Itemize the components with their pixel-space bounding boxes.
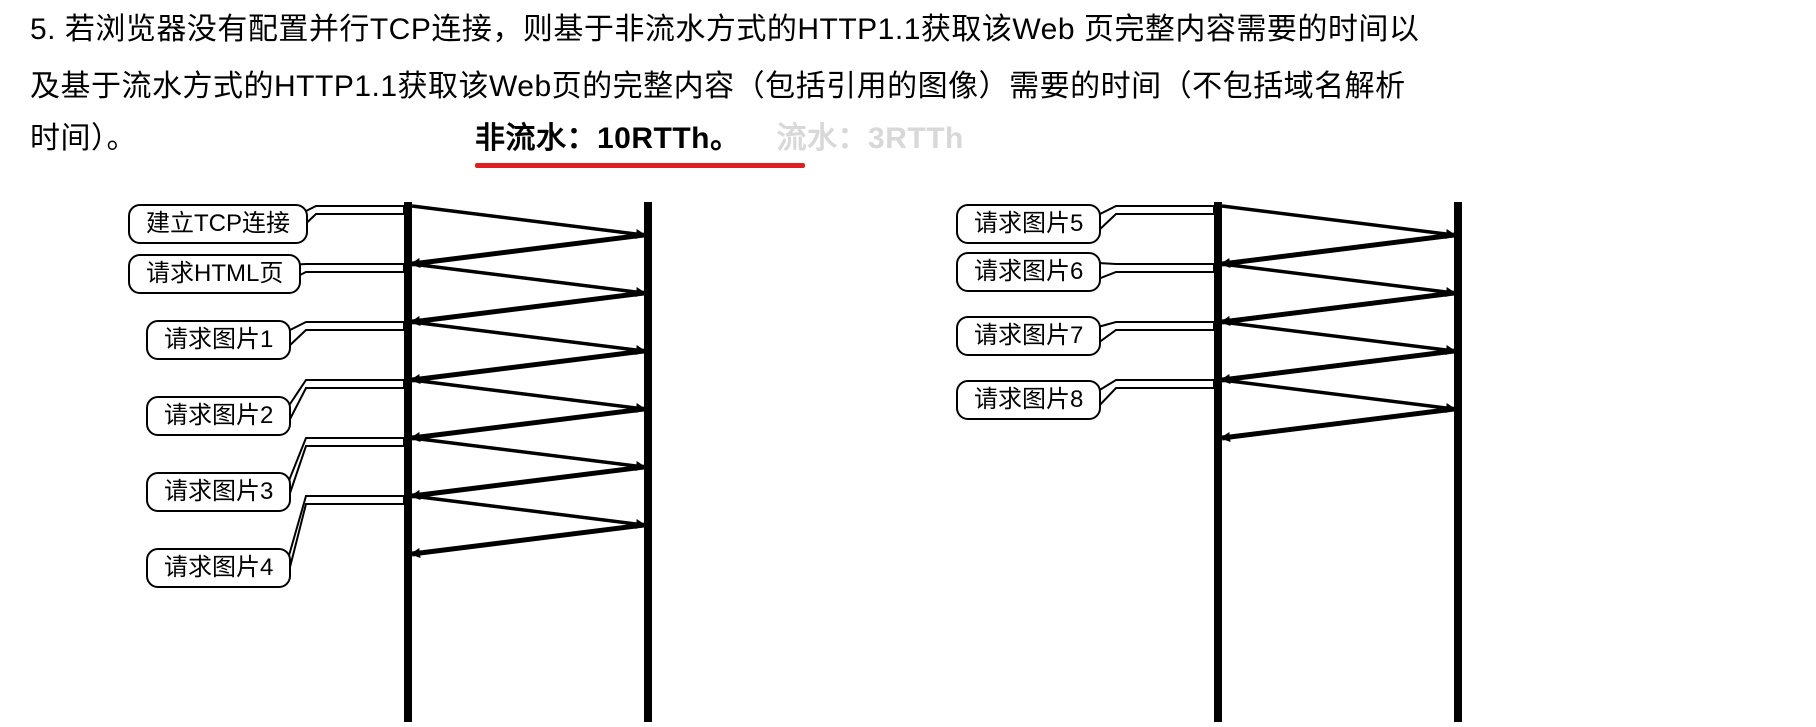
request-arrow	[1222, 206, 1454, 235]
question-line-3-left: 时间）。	[0, 113, 137, 166]
request-arrow	[412, 380, 644, 409]
callout-pointer	[288, 264, 404, 281]
answer-nonpipeline: 非流水：10RTTh。	[475, 113, 741, 166]
callout-pointer	[298, 206, 404, 231]
response-arrow	[412, 351, 644, 380]
request-arrow	[412, 496, 644, 525]
response-arrow	[1222, 409, 1454, 438]
response-arrow	[1222, 293, 1454, 322]
sequence-label: 请求图片3	[146, 472, 291, 512]
red-underline	[475, 163, 805, 168]
callout-pointer	[288, 380, 404, 423]
request-arrow	[1222, 380, 1454, 409]
callout-pointer	[288, 496, 404, 575]
sequence-label: 请求图片5	[956, 204, 1101, 244]
sequence-label: 请求图片8	[956, 380, 1101, 420]
sequence-label: 请求图片1	[146, 320, 291, 360]
answer-row: 时间）。 非流水：10RTTh。 流水：3RTTh	[0, 113, 1816, 166]
response-arrow	[412, 409, 644, 438]
callout-pointer	[288, 322, 404, 347]
request-arrow	[412, 322, 644, 351]
response-arrow	[412, 525, 644, 554]
callout-pointer	[1098, 322, 1214, 343]
sequence-label: 建立TCP连接	[128, 204, 308, 244]
callout-pointer	[288, 438, 404, 499]
answer-nonpipeline-text: 非流水：10RTTh。	[475, 122, 741, 155]
request-arrow	[412, 438, 644, 467]
sequence-label: 请求图片7	[956, 316, 1101, 356]
request-arrow	[412, 206, 644, 235]
response-arrow	[1222, 351, 1454, 380]
callout-pointer	[1098, 263, 1214, 279]
callout-pointer	[1098, 206, 1214, 231]
request-arrow	[1222, 322, 1454, 351]
sequence-label: 请求图片6	[956, 252, 1101, 292]
sequence-label: 请求HTML页	[128, 254, 301, 294]
answer-pipeline: 流水：3RTTh	[777, 113, 964, 166]
sequence-diagram-1: 建立TCP连接请求HTML页请求图片1 请求图片2 请求图片3 请求图片4	[128, 192, 868, 722]
question-line-1: 5. 若浏览器没有配置并行TCP连接，则基于非流水方式的HTTP1.1获取该We…	[0, 0, 1816, 57]
question-line-2: 及基于流水方式的HTTP1.1获取该Web页的完整内容（包括引用的图像）需要的时…	[0, 57, 1816, 114]
response-arrow	[412, 293, 644, 322]
request-arrow	[1222, 264, 1454, 293]
response-arrow	[412, 467, 644, 496]
sequence-diagram-2: 请求图片5 请求图片6 请求图片7 请求图片8	[938, 192, 1678, 722]
response-arrow	[1222, 235, 1454, 264]
diagrams-container: 建立TCP连接请求HTML页请求图片1 请求图片2 请求图片3 请求图片4 请求图片5…	[0, 192, 1816, 722]
sequence-label: 请求图片2	[146, 396, 291, 436]
response-arrow	[412, 235, 644, 264]
callout-pointer	[1098, 380, 1214, 407]
sequence-label: 请求图片4	[146, 548, 291, 588]
request-arrow	[412, 264, 644, 293]
